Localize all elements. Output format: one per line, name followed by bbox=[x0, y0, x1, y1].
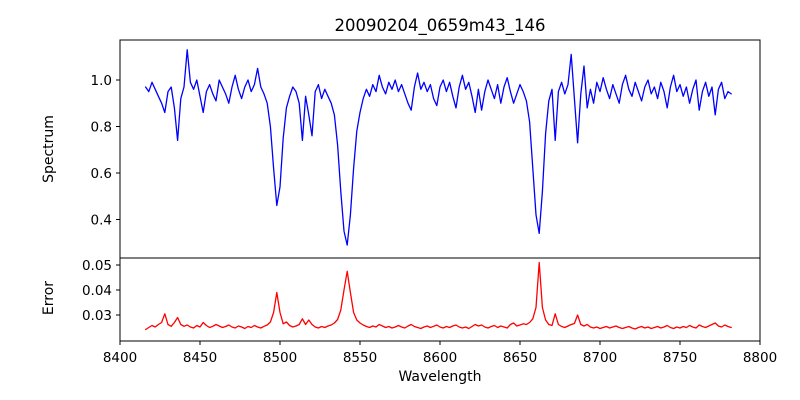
spectrum-y-tick-label: 0.8 bbox=[91, 119, 112, 135]
error-y-axis-label: Error bbox=[41, 281, 57, 315]
error-axes-frame bbox=[119, 257, 761, 342]
x-tick-label: 8800 bbox=[743, 350, 777, 366]
spectrum-y-tick-label: 1.0 bbox=[91, 73, 112, 89]
x-tick-label: 8450 bbox=[183, 350, 217, 366]
error-line bbox=[144, 261, 732, 331]
x-axis-label: Wavelength bbox=[398, 369, 481, 385]
x-tick-label: 8600 bbox=[423, 350, 457, 366]
x-tick-label: 8750 bbox=[663, 350, 697, 366]
spectrum-y-tick-label: 0.4 bbox=[91, 212, 112, 228]
x-tick-label: 8550 bbox=[343, 350, 377, 366]
x-tick-label: 8700 bbox=[583, 350, 617, 366]
chart-title: 20090204_0659m43_146 bbox=[334, 16, 545, 36]
spectrum-axes-frame bbox=[119, 39, 761, 259]
error-y-tick-label: 0.05 bbox=[82, 258, 112, 274]
x-tick-label: 8500 bbox=[263, 350, 297, 366]
spectrum-y-axis-label: Spectrum bbox=[41, 115, 57, 183]
error-y-tick-label: 0.04 bbox=[82, 283, 112, 299]
x-tick-label: 8400 bbox=[103, 350, 137, 366]
spectrum-line bbox=[144, 49, 732, 246]
plot-area: 0.4 0.6 0.8 1.0 0.03 0.04 0.05 8400 8450 8500 8550… bbox=[82, 39, 777, 366]
error-y-tick-label: 0.03 bbox=[82, 308, 112, 324]
x-tick-label: 8650 bbox=[503, 350, 537, 366]
spectrum-y-tick-label: 0.6 bbox=[91, 166, 112, 182]
